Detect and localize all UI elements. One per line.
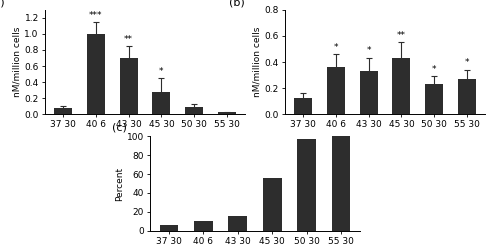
- Y-axis label: Percent: Percent: [114, 166, 124, 201]
- Bar: [120, 58, 138, 114]
- Text: *: *: [432, 65, 436, 74]
- Bar: [185, 107, 203, 114]
- Text: ***: ***: [89, 10, 102, 20]
- Text: *: *: [334, 43, 338, 52]
- Y-axis label: nM/million cells: nM/million cells: [12, 27, 22, 97]
- Bar: [218, 113, 236, 114]
- Text: *: *: [159, 67, 164, 76]
- Bar: [228, 216, 248, 231]
- Bar: [425, 84, 443, 114]
- Bar: [54, 108, 72, 114]
- Bar: [332, 136, 350, 231]
- Bar: [194, 221, 213, 231]
- Text: (b): (b): [229, 0, 245, 8]
- Text: (c): (c): [112, 123, 127, 133]
- Bar: [152, 93, 170, 114]
- Y-axis label: nM/million cells: nM/million cells: [252, 27, 262, 97]
- Text: **: **: [397, 31, 406, 40]
- Bar: [87, 34, 105, 114]
- Bar: [294, 98, 312, 114]
- Text: *: *: [366, 46, 371, 56]
- Bar: [262, 178, 281, 231]
- Bar: [360, 71, 378, 114]
- Text: *: *: [464, 58, 469, 67]
- Bar: [392, 58, 410, 114]
- Bar: [458, 79, 476, 114]
- Bar: [327, 67, 345, 114]
- Bar: [160, 225, 178, 231]
- Text: (a): (a): [0, 0, 4, 8]
- Bar: [297, 139, 316, 231]
- Text: **: **: [124, 34, 133, 44]
